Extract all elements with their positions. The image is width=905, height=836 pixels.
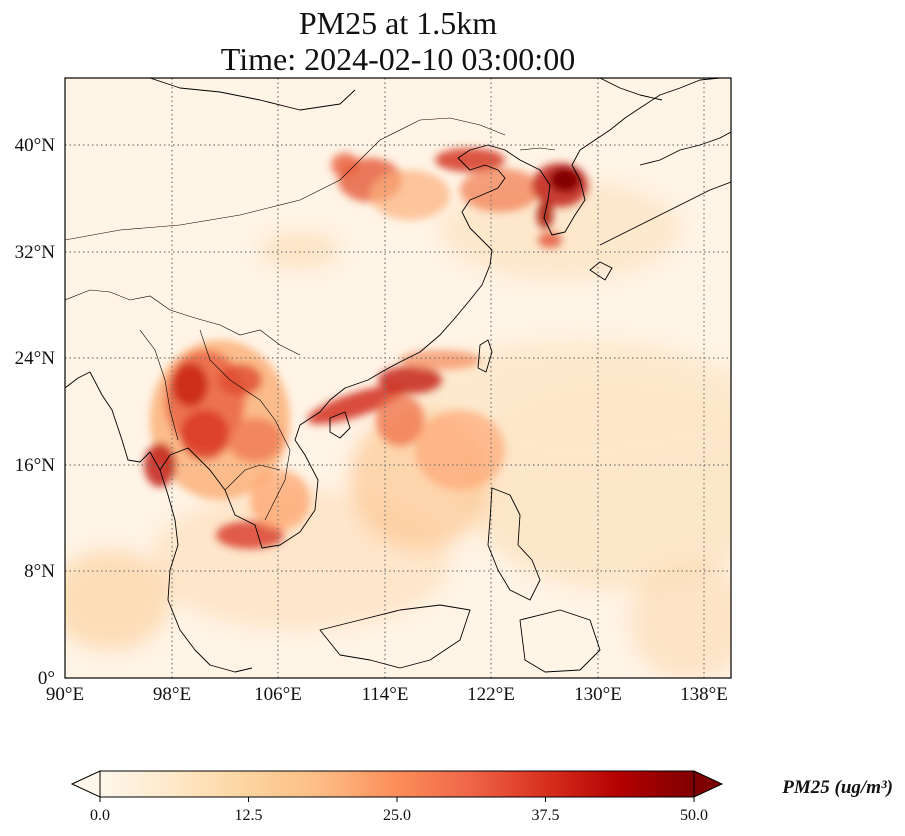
lat-tick-label: 40°N <box>15 135 56 156</box>
colorbar-tick-label: 12.5 <box>235 807 263 824</box>
colorbar-extend-max <box>693 770 724 798</box>
colorbar-tick-label: 0.0 <box>90 807 110 824</box>
colorbar-extend-min <box>70 770 101 798</box>
colorbar-tick-label: 50.0 <box>680 807 708 824</box>
lon-tick-label: 122°E <box>467 684 515 705</box>
map-frame <box>64 77 732 679</box>
colorbar-label: PM25 (ug/m³) <box>781 777 893 798</box>
lon-tick-label: 138°E <box>680 684 728 705</box>
map-title: PM25 at 1.5km <box>299 5 497 41</box>
lon-tick-label: 90°E <box>46 684 84 705</box>
field-plumes <box>144 148 588 549</box>
lat-tick-labels: 0° 8°N 16°N 24°N 32°N 40°N <box>15 135 56 689</box>
lon-tick-label: 98°E <box>153 684 191 705</box>
lat-tick-label: 16°N <box>15 455 56 476</box>
colorbar-ticks <box>99 797 695 802</box>
lon-tick-label: 106°E <box>254 684 302 705</box>
lon-tick-labels: 90°E 98°E 106°E 114°E 122°E 130°E 138°E <box>46 684 728 705</box>
lat-tick-label: 0° <box>38 668 55 689</box>
pm25-field <box>65 78 731 678</box>
colorbar-tick-label: 25.0 <box>383 807 411 824</box>
lat-tick-label: 24°N <box>15 348 56 369</box>
lat-tick-label: 32°N <box>15 242 56 263</box>
colorbar-tick-label: 37.5 <box>532 807 560 824</box>
lon-tick-label: 130°E <box>574 684 622 705</box>
map-subtitle-time: Time: 2024-02-10 03:00:00 <box>221 41 575 77</box>
colorbar-gradient <box>99 770 695 798</box>
lon-tick-label: 114°E <box>362 684 409 705</box>
colorbar: 0.0 12.5 25.0 37.5 50.0 PM25 (ug/m³) <box>70 770 893 824</box>
coastlines <box>65 78 731 673</box>
lat-tick-label: 8°N <box>24 561 55 582</box>
country-borders <box>65 117 556 521</box>
gridlines <box>65 78 731 678</box>
